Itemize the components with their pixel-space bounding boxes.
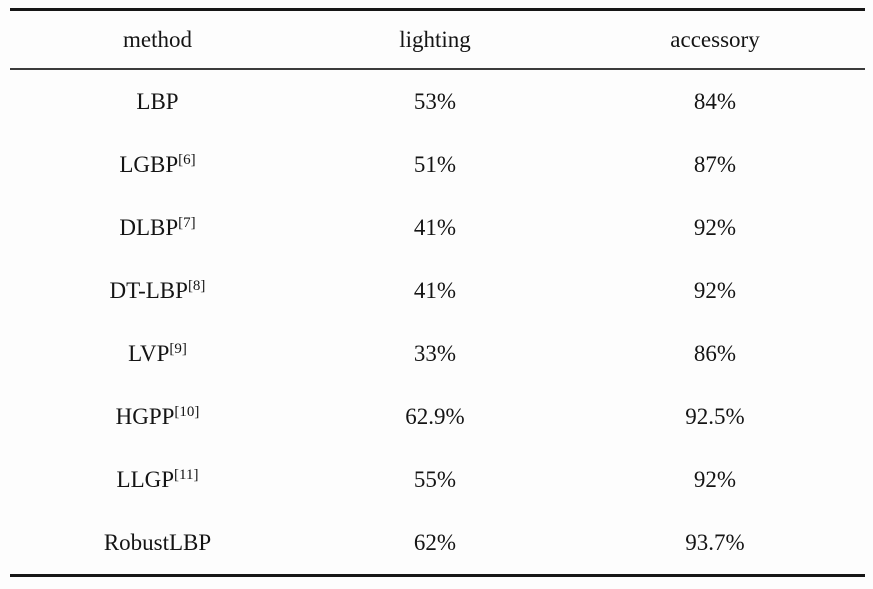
method-cell: RobustLBP bbox=[10, 531, 305, 554]
accessory-cell: 84% bbox=[693, 89, 737, 114]
table-row: LVP[9] 33% 86% bbox=[10, 322, 865, 385]
method-name: RobustLBP bbox=[103, 530, 212, 555]
table-row: RobustLBP 62% 93.7% bbox=[10, 511, 865, 574]
accessory-cell: 92% bbox=[693, 467, 737, 492]
method-name: DT-LBP bbox=[109, 278, 188, 303]
method-cell: LBP bbox=[10, 90, 305, 113]
table-body: LBP 53% 84% LGBP[6] 51% 87% DLBP[7] 41% … bbox=[10, 70, 865, 574]
method-cell: DT-LBP[8] bbox=[10, 277, 305, 303]
lighting-cell: 51% bbox=[413, 152, 457, 177]
citation-superscript: [6] bbox=[178, 151, 196, 168]
method-name: HGPP bbox=[115, 404, 175, 429]
lighting-cell: 33% bbox=[413, 341, 457, 366]
citation-superscript: [10] bbox=[174, 403, 200, 420]
table-row: LGBP[6] 51% 87% bbox=[10, 133, 865, 196]
table-row: HGPP[10] 62.9% 92.5% bbox=[10, 385, 865, 448]
column-header-method: method bbox=[123, 27, 192, 52]
accessory-cell: 92% bbox=[693, 278, 737, 303]
accessory-cell: 92% bbox=[693, 215, 737, 240]
citation-superscript: [9] bbox=[169, 340, 187, 357]
column-header-lighting: lighting bbox=[399, 27, 471, 52]
method-cell: LVP[9] bbox=[10, 340, 305, 366]
table-row: DT-LBP[8] 41% 92% bbox=[10, 259, 865, 322]
results-table: method lighting accessory LBP 53% 84% LG… bbox=[10, 8, 865, 577]
method-cell: DLBP[7] bbox=[10, 214, 305, 240]
citation-superscript: [7] bbox=[178, 214, 196, 231]
lighting-cell: 53% bbox=[413, 89, 457, 114]
accessory-cell: 93.7% bbox=[685, 530, 745, 555]
method-cell: LLGP[11] bbox=[10, 466, 305, 492]
citation-superscript: [11] bbox=[174, 466, 199, 483]
table-header-row: method lighting accessory bbox=[10, 11, 865, 70]
lighting-cell: 41% bbox=[413, 215, 457, 240]
accessory-cell: 87% bbox=[693, 152, 737, 177]
citation-superscript: [8] bbox=[187, 277, 206, 294]
lighting-cell: 55% bbox=[413, 467, 457, 492]
table-row: LBP 53% 84% bbox=[10, 70, 865, 133]
method-cell: LGBP[6] bbox=[10, 151, 305, 177]
accessory-cell: 92.5% bbox=[685, 404, 745, 429]
lighting-cell: 62% bbox=[413, 530, 457, 555]
method-name: LBP bbox=[136, 89, 179, 114]
lighting-cell: 41% bbox=[413, 278, 457, 303]
method-cell: HGPP[10] bbox=[10, 403, 305, 429]
method-name: DLBP bbox=[119, 215, 179, 240]
accessory-cell: 86% bbox=[693, 341, 737, 366]
lighting-cell: 62.9% bbox=[405, 404, 465, 429]
column-header-accessory: accessory bbox=[670, 27, 760, 52]
method-name: LVP bbox=[128, 341, 170, 366]
method-name: LGBP bbox=[119, 152, 179, 177]
table-row: LLGP[11] 55% 92% bbox=[10, 448, 865, 511]
table-row: DLBP[7] 41% 92% bbox=[10, 196, 865, 259]
method-name: LLGP bbox=[116, 467, 175, 492]
